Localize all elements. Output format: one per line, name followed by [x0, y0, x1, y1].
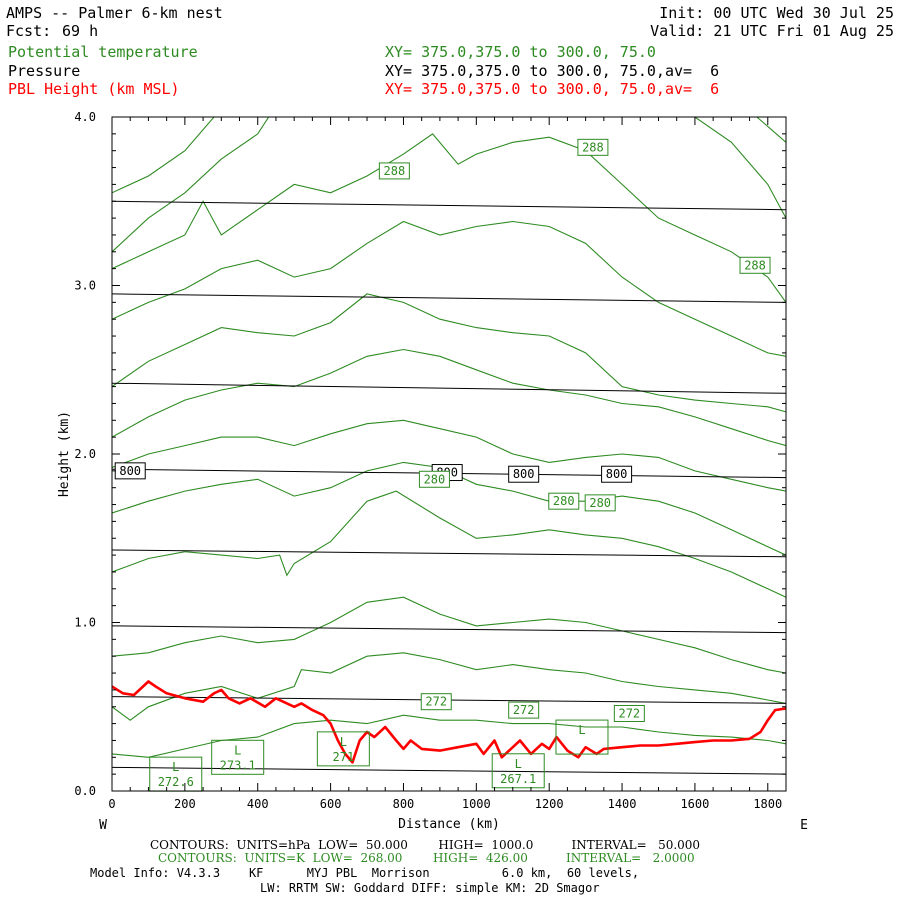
low-marker-box [555, 719, 609, 755]
theta-label-box [584, 494, 616, 512]
low-marker-symbol: L [172, 760, 179, 774]
theta-contour-line [112, 117, 215, 194]
physics-info: LW: RRTM SW: Goddard DIFF: simple KM: 2D… [260, 881, 600, 895]
theta-contour-line [112, 490, 786, 598]
forecast-label: Fcst: [6, 22, 52, 40]
pressure-contour-info: CONTOURS: UNITS=hPa LOW= 50.000 HIGH= 10… [150, 838, 701, 852]
init-time: Init: 00 UTC Wed 30 Jul 25 [659, 4, 894, 22]
y-tick-label: 1.0 [74, 616, 96, 630]
theta-contour-info: CONTOURS: UNITS=K LOW= 268.00 HIGH= 426.… [158, 851, 695, 865]
isobar-line [112, 382, 786, 394]
field-xy-theta: XY= 375.0,375.0 to 300.0, 75.0 [385, 43, 656, 61]
theta-label: 280 [553, 494, 575, 508]
theta-label: 280 [589, 496, 611, 510]
isobar-label: 800 [606, 467, 628, 481]
isobar-label-box [508, 465, 540, 483]
isobar-label: 800 [513, 467, 535, 481]
theta-contour-line [694, 117, 786, 219]
theta-contour-line [112, 714, 786, 758]
y-tick-label: 3.0 [74, 279, 96, 293]
x-tick-label: 1400 [608, 797, 637, 811]
x-tick-label: 0 [108, 797, 115, 811]
field-name-theta: Potential temperature [8, 43, 198, 61]
x-tick-label: 1000 [462, 797, 491, 811]
theta-contour-line [112, 596, 786, 674]
plot-title: AMPS -- Palmer 6-km nest [6, 4, 223, 22]
theta-label: 288 [582, 140, 604, 154]
isobar-line [112, 293, 786, 303]
low-marker-box [211, 739, 265, 775]
x-tick-label: 1600 [680, 797, 709, 811]
x-axis-label: Distance (km) [398, 817, 500, 832]
x-tick-label: 1800 [753, 797, 782, 811]
theta-label-box [548, 492, 580, 510]
theta-contour-line [112, 220, 786, 357]
field-xy-pbl: XY= 375.0,375.0 to 300.0, 75.0,av= 6 [385, 80, 720, 98]
theta-label-box [418, 470, 450, 488]
east-label: E [800, 818, 808, 833]
theta-label: 288 [384, 164, 406, 178]
model-info: Model Info: V4.3.3 KF MYJ PBL Morrison 6… [90, 866, 640, 880]
low-marker-symbol: L [578, 723, 585, 737]
theta-contour-line [756, 117, 786, 143]
west-label: W [99, 818, 107, 833]
low-marker-box [491, 753, 545, 789]
y-axis-label: Height (km) [57, 411, 72, 497]
theta-label-box [508, 701, 540, 719]
theta-contour-line [112, 133, 786, 303]
y-tick-label: 0.0 [74, 784, 96, 798]
isobar-line [112, 200, 786, 211]
y-tick-label: 4.0 [74, 110, 96, 124]
valid-time: Valid: 21 UTC Fri 01 Aug 25 [650, 22, 894, 40]
isobar-line [112, 549, 786, 558]
theta-label: 280 [424, 472, 446, 486]
theta-contour-line [112, 293, 786, 413]
field-name-pbl: PBL Height (km MSL) [8, 80, 180, 98]
theta-label: 272 [618, 706, 640, 720]
theta-label: 272 [425, 695, 447, 709]
low-marker-value: 272.6 [158, 775, 194, 789]
theta-label: 272 [513, 703, 535, 717]
low-marker-symbol: L [340, 735, 347, 749]
low-marker-value: 267.1 [500, 772, 536, 786]
theta-label-box [577, 138, 609, 156]
low-marker-symbol: L [515, 757, 522, 771]
theta-label-box [420, 693, 452, 711]
x-tick-label: 400 [247, 797, 269, 811]
theta-label-box [378, 162, 410, 180]
low-marker-value: 271 [333, 750, 355, 764]
x-tick-label: 1200 [535, 797, 564, 811]
isobar-line [112, 766, 786, 775]
pbl-height-line [112, 680, 786, 764]
isobar-line [112, 625, 786, 634]
x-tick-label: 200 [174, 797, 196, 811]
x-tick-label: 800 [393, 797, 415, 811]
isobar-label: 800 [119, 464, 141, 478]
theta-contour-line [112, 117, 270, 253]
theta-contour-line [112, 348, 786, 447]
theta-label: 288 [744, 258, 766, 272]
theta-contour-line [112, 419, 786, 492]
forecast-hours: 69 h [62, 22, 99, 40]
field-name-pressure: Pressure [8, 62, 81, 80]
isobar-label-box [601, 465, 633, 483]
y-tick-label: 2.0 [74, 447, 96, 461]
plot-frame [111, 116, 787, 792]
x-tick-label: 600 [320, 797, 342, 811]
low-marker-value: 273.1 [220, 758, 256, 772]
theta-contour-line [112, 652, 786, 721]
theta-label-box [739, 256, 771, 274]
low-marker-box [316, 731, 370, 767]
low-marker-symbol: L [234, 743, 241, 757]
theta-label-box [613, 704, 645, 722]
field-xy-pressure: XY= 375.0,375.0 to 300.0, 75.0,av= 6 [385, 62, 720, 80]
